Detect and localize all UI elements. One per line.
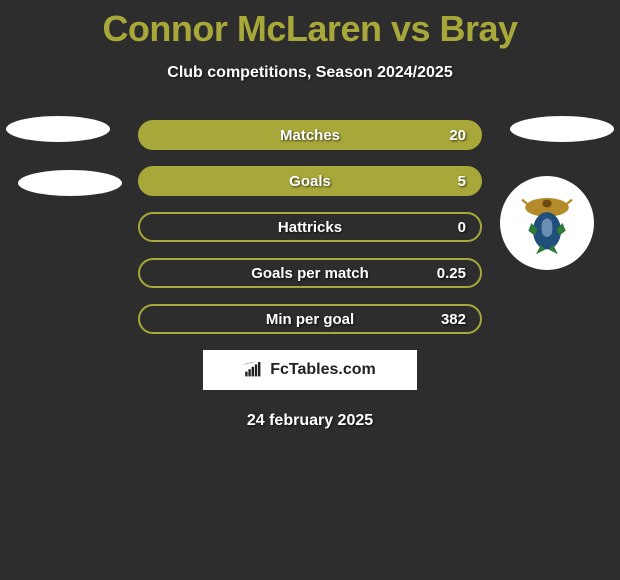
stat-label: Goals per match [251,265,369,282]
stat-label: Hattricks [278,219,342,236]
stat-label: Goals [289,173,331,190]
branding-text: FcTables.com [270,361,376,379]
stat-bar: Matches 20 [138,120,482,150]
stat-value: 0.25 [437,265,466,282]
player-photo-placeholder [6,116,110,142]
page-subtitle: Club competitions, Season 2024/2025 [0,64,620,82]
stat-value: 382 [441,311,466,328]
stat-label: Min per goal [266,311,354,328]
footer-date: 24 february 2025 [0,412,620,430]
stat-value: 5 [458,173,466,190]
bar-chart-icon [244,362,264,378]
stat-label: Matches [280,127,340,144]
stat-bar: Goals per match 0.25 [138,258,482,288]
player-photo-placeholder [18,170,122,196]
club-crest [500,176,594,270]
stats-bars: Matches 20 Goals 5 Hattricks 0 Goals per… [138,120,482,334]
club-crest-icon [508,184,586,262]
stat-bar: Goals 5 [138,166,482,196]
comparison-content: Matches 20 Goals 5 Hattricks 0 Goals per… [0,120,620,430]
player-photo-placeholder [510,116,614,142]
page-title: Connor McLaren vs Bray [0,0,620,50]
stat-value: 0 [458,219,466,236]
stat-value: 20 [449,127,466,144]
stat-bar: Hattricks 0 [138,212,482,242]
branding-box: FcTables.com [203,350,417,390]
stat-bar: Min per goal 382 [138,304,482,334]
